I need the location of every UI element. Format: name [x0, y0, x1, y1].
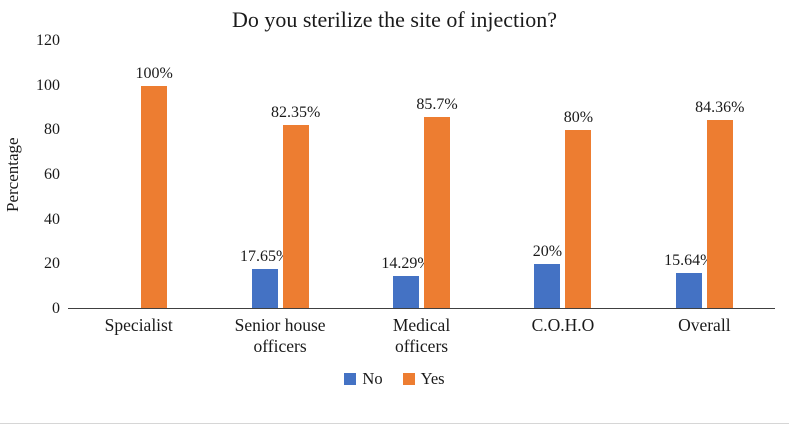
bar-value-label: 14.29% — [381, 255, 431, 273]
bar-group: 14.29% 85.7% — [351, 41, 492, 308]
bar-value-label: 85.7% — [416, 96, 458, 114]
legend-label: No — [362, 369, 383, 388]
y-tick-label: 120 — [36, 32, 60, 49]
bar-value-label: 82.35% — [270, 103, 321, 121]
bar-value-label: 15.64% — [664, 252, 714, 270]
bar-no-overall — [675, 273, 702, 308]
bar-slot: 17.65% — [240, 41, 289, 308]
bar-yes-specialist — [141, 85, 168, 308]
bar-no-senior-house-officers — [251, 268, 278, 308]
chart-area: Percentage 0 20 40 60 80 100 120 100% 17.65% 82.… — [0, 33, 789, 357]
bar-yes-senior-house-officers — [282, 124, 309, 308]
bar-slot — [110, 41, 136, 308]
bar-yes-c-o-h-o — [565, 130, 592, 308]
x-category-label: Overall — [678, 315, 731, 335]
x-category-label: Senior house officers — [234, 315, 326, 356]
bar-value-label: 17.65% — [239, 247, 290, 265]
bar-value-label: 100% — [135, 64, 173, 82]
bar-group: 20% 80% — [492, 41, 633, 308]
bar-slot: 14.29% — [381, 41, 431, 308]
legend-swatch-icon — [344, 373, 357, 385]
bar-slot: 15.64% — [664, 41, 714, 308]
bar-slot: 82.35% — [271, 41, 320, 308]
bar-slot: 100% — [136, 41, 173, 308]
x-category-label: Medical officers — [392, 315, 451, 356]
y-tick-label: 0 — [52, 300, 60, 317]
bar-value-label: 80% — [563, 109, 594, 126]
bar-group: 100% — [68, 41, 209, 308]
x-category-label: C.O.H.O — [531, 315, 595, 335]
y-axis-title: Percentage — [3, 137, 22, 213]
y-tick-label: 80 — [44, 121, 60, 139]
bar-slot: 80% — [563, 41, 594, 308]
bar-group: 17.65% 82.35% — [209, 41, 350, 308]
bar-yes-medical-officers — [424, 117, 451, 308]
bar-no-medical-officers — [393, 276, 420, 308]
legend-item-no: No — [344, 369, 383, 389]
y-tick-label: 40 — [44, 210, 60, 228]
legend: No Yes — [0, 369, 789, 389]
bar-value-label: 84.36% — [695, 99, 745, 117]
x-category-label: Specialist — [104, 315, 173, 335]
bar-slot: 20% — [532, 41, 563, 308]
legend-swatch-icon — [402, 373, 415, 385]
bar-slot: 85.7% — [416, 41, 458, 308]
bar-group: 15.64% 84.36% — [634, 41, 775, 308]
bar-slot: 84.36% — [695, 41, 745, 308]
bar-yes-overall — [706, 120, 733, 308]
legend-item-yes: Yes — [402, 369, 445, 389]
plot-area: 100% 17.65% 82.35% 14.29% 85.7% 20% 80% 15.64% 8… — [68, 41, 775, 309]
bar-no-c-o-h-o — [534, 263, 561, 308]
y-tick-label: 20 — [44, 255, 60, 273]
x-axis-labels: Specialist Senior house officers Medical o… — [68, 315, 775, 357]
bar-value-label: 20% — [532, 242, 563, 260]
legend-label: Yes — [420, 369, 445, 388]
y-tick-label: 60 — [44, 166, 60, 183]
chart-title: Do you sterilize the site of injection? — [231, 7, 557, 32]
y-tick-label: 100 — [36, 76, 60, 94]
y-axis: 0 20 40 60 80 100 120 — [26, 33, 68, 317]
